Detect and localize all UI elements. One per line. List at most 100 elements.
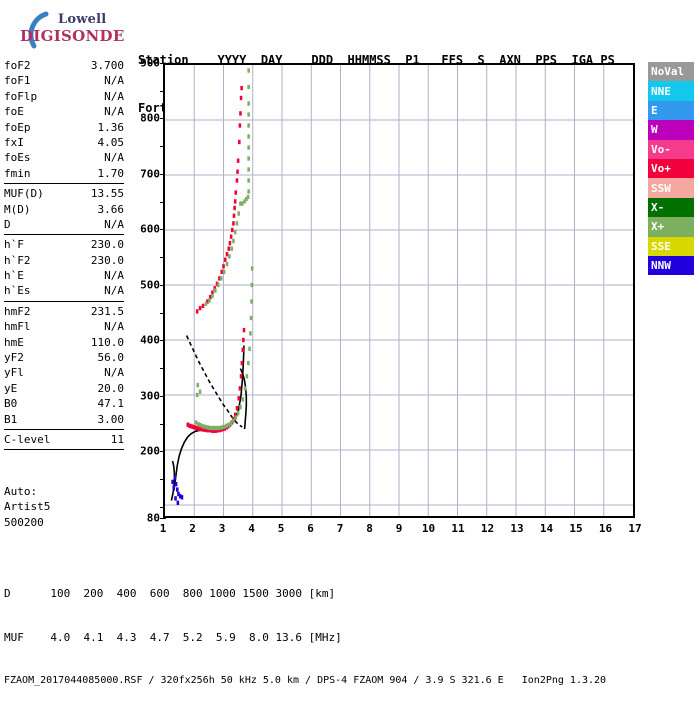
param-value: 110.0 bbox=[90, 335, 124, 349]
param-name: D bbox=[4, 217, 11, 231]
param-name: foF1 bbox=[4, 74, 31, 88]
legend-item-vo-[interactable]: Vo+ bbox=[648, 158, 694, 179]
y-tick-mark bbox=[160, 506, 164, 508]
x-tick-label: 9 bbox=[395, 522, 403, 535]
param-row: h`E N/A bbox=[4, 268, 124, 283]
param-name: foE bbox=[4, 105, 24, 119]
param-value: N/A bbox=[104, 74, 124, 88]
param-row: B0 47.1 bbox=[4, 396, 124, 411]
y-tick-label: 500 bbox=[140, 278, 160, 292]
y-tick-minor bbox=[160, 312, 164, 314]
param-row: yE 20.0 bbox=[4, 381, 124, 396]
x-tick-label: 10 bbox=[421, 522, 436, 535]
x-tick-label: 4 bbox=[248, 522, 255, 535]
legend-item-x-[interactable]: X+ bbox=[648, 217, 694, 237]
legend-item-e[interactable]: E bbox=[648, 100, 694, 121]
param-value: 3.700 bbox=[90, 59, 124, 72]
legend-item-noval[interactable]: NoVal bbox=[648, 62, 694, 82]
param-row: foE N/A bbox=[4, 104, 124, 119]
y-tick-label: 900 bbox=[140, 56, 160, 70]
param-name: foEs bbox=[4, 151, 31, 165]
ionogram-echo-traces bbox=[165, 68, 254, 505]
x-tick-label: 15 bbox=[569, 522, 583, 535]
param-name: B0 bbox=[4, 397, 18, 411]
param-separator bbox=[4, 449, 124, 451]
param-name: foF2 bbox=[4, 59, 31, 72]
legend-item-nnw[interactable]: NNW bbox=[648, 255, 694, 276]
auto-line: Artist5 bbox=[4, 500, 51, 514]
footer-file-row: FZAOM_2017044085000.RSF / 320fx256h 50 k… bbox=[4, 675, 607, 686]
param-row: hmE 110.0 bbox=[4, 335, 124, 350]
param-name: hmE bbox=[4, 335, 24, 349]
param-row: hmF2 231.5 bbox=[4, 304, 124, 319]
legend-item-ssw[interactable]: SSW bbox=[648, 178, 694, 198]
param-separator bbox=[4, 428, 124, 430]
param-row: foFlp N/A bbox=[4, 89, 124, 104]
param-row: h`F2 230.0 bbox=[4, 253, 124, 268]
param-row: foEs N/A bbox=[4, 150, 124, 165]
y-tick-minor bbox=[160, 257, 164, 259]
y-tick-label: 700 bbox=[140, 167, 160, 181]
param-value: 231.5 bbox=[90, 304, 124, 318]
legend-item-nne[interactable]: NNE bbox=[648, 81, 694, 101]
param-name: hmFl bbox=[4, 320, 31, 334]
curve-MUF-dashed bbox=[187, 336, 243, 427]
param-value: 47.1 bbox=[97, 397, 125, 411]
param-name: M(D) bbox=[4, 202, 31, 216]
logo-lowell-text: Lowell bbox=[58, 12, 107, 27]
param-name: foFlp bbox=[4, 89, 38, 103]
param-row: foF1 N/A bbox=[4, 73, 124, 88]
param-row: MUF(D) 13.55 bbox=[4, 186, 124, 201]
x-tick-label: 8 bbox=[366, 522, 373, 535]
curve-lower-profile-tail bbox=[240, 369, 246, 430]
param-value: 20.0 bbox=[97, 381, 125, 395]
param-value: 11 bbox=[110, 432, 124, 446]
param-name: C-level bbox=[4, 432, 51, 446]
param-row: yF2 56.0 bbox=[4, 350, 124, 365]
x-tick-label: 7 bbox=[336, 522, 344, 535]
param-name: yF2 bbox=[4, 351, 24, 365]
legend-item-x-[interactable]: X- bbox=[648, 197, 694, 218]
param-value: N/A bbox=[104, 217, 124, 231]
x-tick-label: 17 bbox=[628, 522, 642, 535]
legend-item-vo-[interactable]: Vo- bbox=[648, 139, 694, 159]
y-tick-label: 80 bbox=[146, 511, 160, 525]
x-axis-labels: 1 2 3 4 5 6 7 8 9 10 11 12 13 14 15 16 17 bbox=[159, 522, 642, 542]
y-tick-minor bbox=[160, 90, 164, 92]
auto-line: Auto: bbox=[4, 485, 38, 498]
curve-E-layer-profile-hook bbox=[171, 461, 174, 501]
param-value: N/A bbox=[104, 366, 124, 380]
x-tick-label: 6 bbox=[307, 522, 314, 535]
y-axis-labels: 80 200 300 400 500 600 700 800 900 bbox=[120, 57, 166, 525]
y-tick-minor bbox=[160, 146, 164, 148]
param-row: fmin 1.70 bbox=[4, 166, 124, 181]
param-row: M(D) 3.66 bbox=[4, 202, 124, 217]
series-o-mode-vo- bbox=[186, 85, 246, 433]
param-row: foF2 3.700 bbox=[4, 58, 124, 73]
legend-item-w[interactable]: W bbox=[648, 120, 694, 140]
param-separator bbox=[4, 300, 124, 302]
legend-item-sse[interactable]: SSE bbox=[648, 236, 694, 256]
param-row: h`Es N/A bbox=[4, 283, 124, 298]
param-value: N/A bbox=[104, 105, 124, 119]
series-e-region-low-freq-mixed- bbox=[171, 475, 184, 505]
param-value: N/A bbox=[104, 320, 124, 334]
param-row: C-level 11 bbox=[4, 432, 124, 447]
param-value: 1.36 bbox=[97, 120, 125, 134]
x-tick-label: 1 bbox=[159, 522, 167, 535]
ionogram-parameter-table: foF2 3.700 foF1 N/A foFlp N/A foE N/A foEp 1.36 fx… bbox=[4, 58, 124, 452]
param-value: N/A bbox=[104, 151, 124, 165]
param-name: h`F bbox=[4, 238, 24, 252]
param-name: h`E bbox=[4, 269, 24, 283]
param-value: N/A bbox=[104, 269, 124, 283]
param-name: B1 bbox=[4, 412, 18, 426]
x-tick-label: 14 bbox=[539, 522, 554, 535]
x-tick-label: 2 bbox=[189, 522, 196, 535]
direction-color-legend: NoVal NNE E W Vo- Vo+ SSW X- X+ SSE NNW bbox=[648, 62, 694, 276]
y-tick-label: 300 bbox=[140, 389, 160, 403]
footer-distance-row: D 100 200 400 600 800 1000 1500 3000 [km… bbox=[4, 587, 336, 600]
param-value: 1.70 bbox=[97, 166, 125, 180]
param-row: h`F 230.0 bbox=[4, 237, 124, 252]
y-tick-minor bbox=[160, 423, 164, 425]
param-name: foEp bbox=[4, 120, 31, 134]
